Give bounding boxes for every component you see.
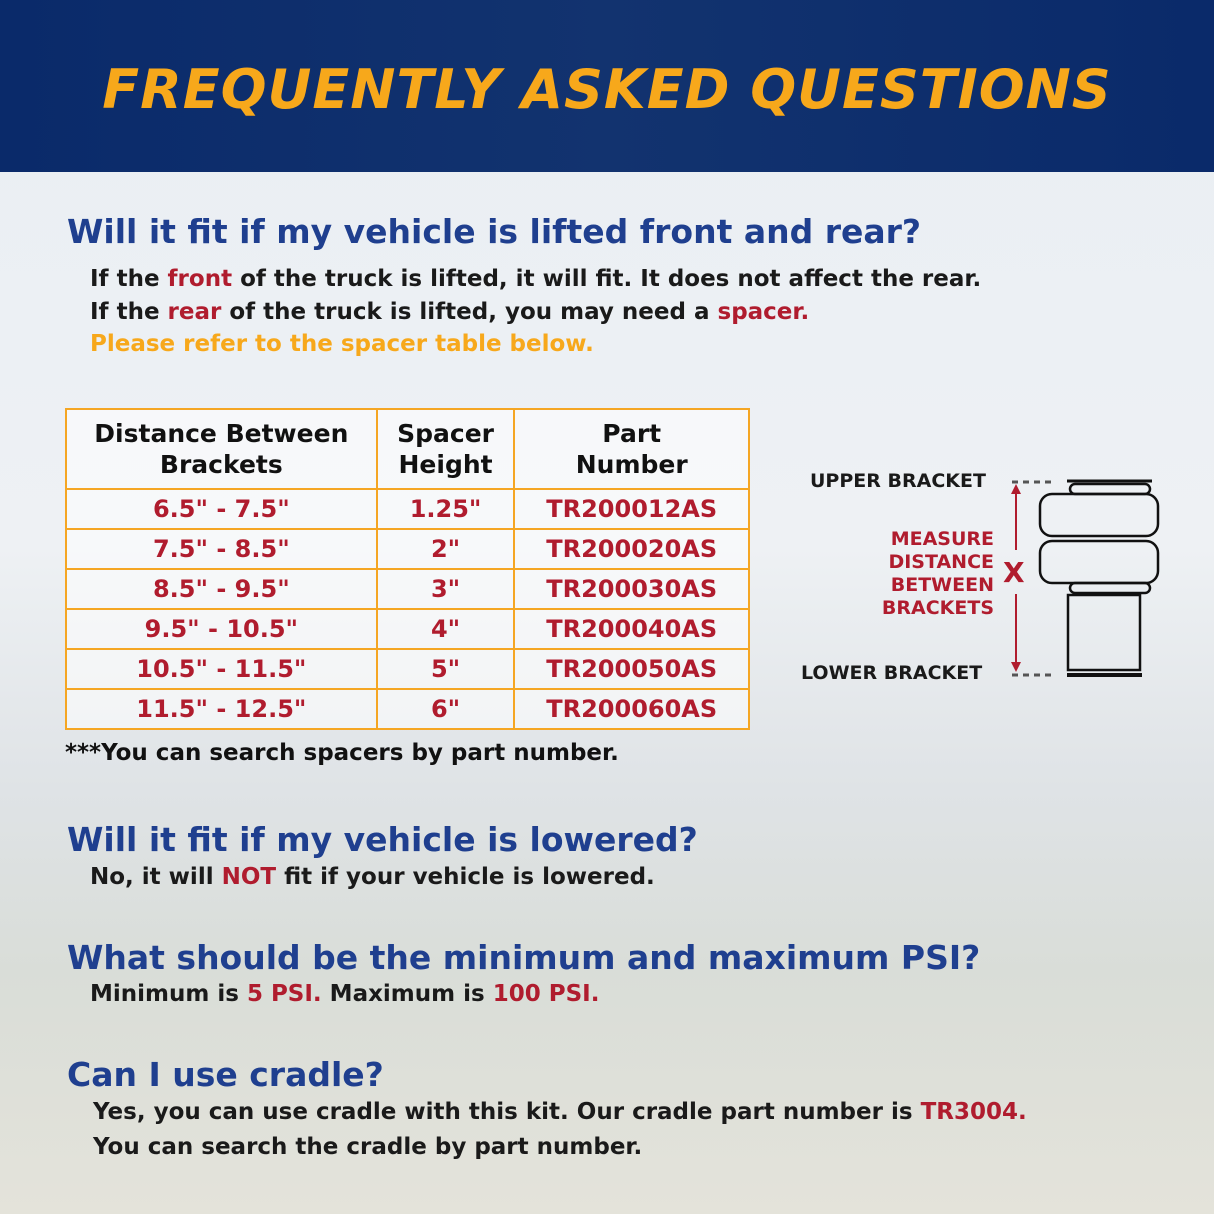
- highlight: NOT: [221, 864, 277, 890]
- cell: 2": [375, 528, 516, 570]
- air-spring-icon: [1011, 479, 1160, 677]
- cell: 9.5" - 10.5": [65, 608, 378, 650]
- question-psi: What should be the minimum and maximum P…: [67, 938, 981, 977]
- text: If the: [90, 266, 168, 292]
- upper-bracket-label: UPPER BRACKET: [810, 470, 986, 492]
- cell: TR200050AS: [513, 648, 750, 690]
- cell: TR200060AS: [513, 688, 750, 730]
- cell: 8.5" - 9.5": [65, 568, 378, 610]
- highlight: 100 PSI.: [492, 981, 600, 1007]
- answer-lowered: No, it will NOT fit if your vehicle is l…: [90, 861, 655, 894]
- text: fit if your vehicle is lowered.: [276, 864, 655, 890]
- question-lifted: Will it fit if my vehicle is lifted fron…: [67, 212, 922, 251]
- table-row: 6.5" - 7.5" 1.25" TR200012AS: [65, 488, 750, 530]
- answer-lifted-line2: If the rear of the truck is lifted, you …: [90, 296, 809, 329]
- cell: 1.25": [375, 488, 516, 530]
- cell: 4": [375, 608, 516, 650]
- cell: TR200020AS: [513, 528, 750, 570]
- column-header: Spacer Height: [375, 408, 516, 490]
- text: of the truck is lifted, it will fit. It …: [232, 266, 982, 292]
- answer-cradle-line1: Yes, you can use cradle with this kit. O…: [93, 1096, 1027, 1129]
- table-header-row: Distance Between Brackets Spacer Height Pa…: [65, 408, 750, 490]
- x-label: X: [1003, 556, 1025, 589]
- cell: 6.5" - 7.5": [65, 488, 378, 530]
- cell: 3": [375, 568, 516, 610]
- text: of the truck is lifted, you may need a: [221, 299, 718, 325]
- cell: 11.5" - 12.5": [65, 688, 378, 730]
- text: Maximum is: [321, 981, 493, 1007]
- question-lowered: Will it fit if my vehicle is lowered?: [67, 820, 698, 859]
- highlight: rear: [167, 299, 222, 325]
- cell: 10.5" - 11.5": [65, 648, 378, 690]
- highlight: 5 PSI.: [246, 981, 322, 1007]
- cell: 6": [375, 688, 516, 730]
- table-row: 8.5" - 9.5" 3" TR200030AS: [65, 568, 750, 610]
- column-header: Part Number: [513, 408, 750, 490]
- header-banner: FREQUENTLY ASKED QUESTIONS: [0, 0, 1214, 172]
- cell: TR200012AS: [513, 488, 750, 530]
- text: Minimum is: [90, 981, 247, 1007]
- answer-cradle-line2: You can search the cradle by part number…: [93, 1134, 643, 1160]
- highlight: front: [167, 266, 233, 292]
- page-title: FREQUENTLY ASKED QUESTIONS: [102, 58, 1112, 121]
- column-header: Distance Between Brackets: [65, 408, 378, 490]
- table-row: 7.5" - 8.5" 2" TR200020AS: [65, 528, 750, 570]
- lower-bracket-label: LOWER BRACKET: [801, 662, 983, 684]
- spacer-table: Distance Between Brackets Spacer Height Pa…: [65, 408, 750, 730]
- question-cradle: Can I use cradle?: [67, 1055, 384, 1094]
- cell: 5": [375, 648, 516, 690]
- cell: TR200040AS: [513, 608, 750, 650]
- text: If the: [90, 299, 168, 325]
- answer-lifted-line3: Please refer to the spacer table below.: [90, 331, 594, 357]
- table-row: 10.5" - 11.5" 5" TR200050AS: [65, 648, 750, 690]
- cell: 7.5" - 8.5": [65, 528, 378, 570]
- answer-psi: Minimum is 5 PSI. Maximum is 100 PSI.: [90, 978, 599, 1011]
- table-row: 11.5" - 12.5" 6" TR200060AS: [65, 688, 750, 730]
- highlight: TR3004.: [920, 1099, 1027, 1125]
- text: Yes, you can use cradle with this kit. O…: [93, 1099, 921, 1125]
- answer-lifted-line1: If the front of the truck is lifted, it …: [90, 263, 981, 296]
- table-note: ***You can search spacers by part number…: [65, 740, 619, 766]
- text: No, it will: [90, 864, 222, 890]
- highlight: spacer.: [717, 299, 810, 325]
- table-row: 9.5" - 10.5" 4" TR200040AS: [65, 608, 750, 650]
- cell: TR200030AS: [513, 568, 750, 610]
- measure-label: MEASURE DISTANCE BETWEEN BRACKETS: [881, 528, 994, 619]
